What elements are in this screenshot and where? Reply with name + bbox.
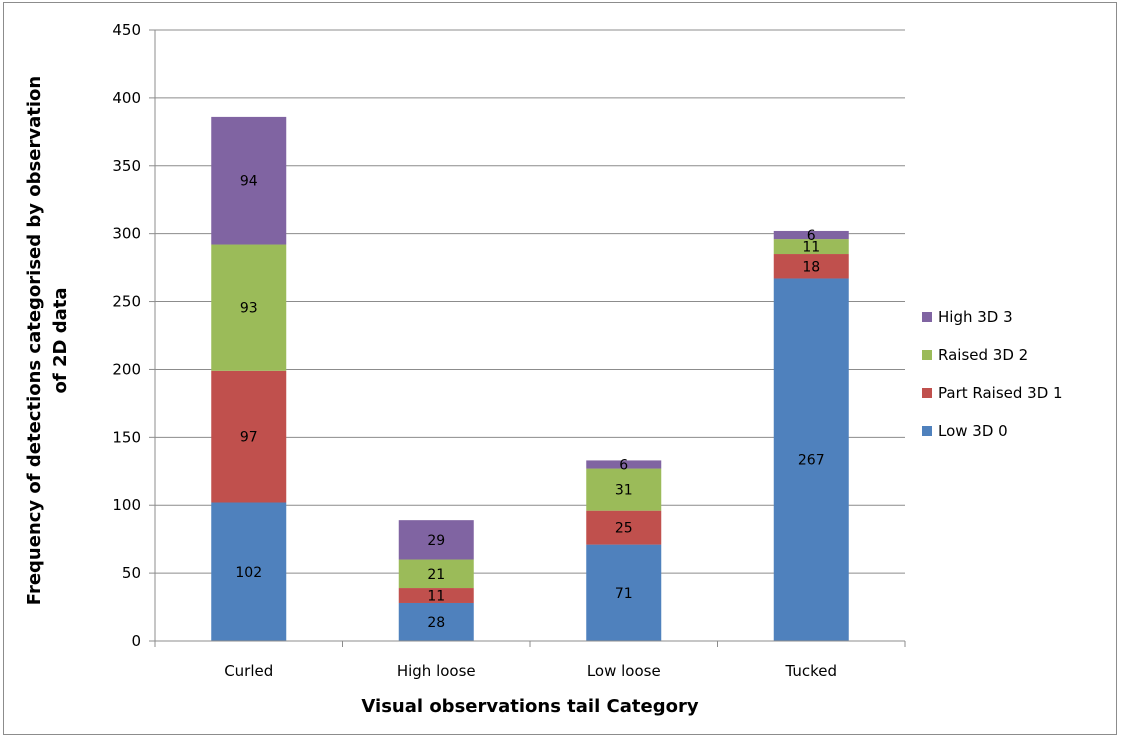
- data-label: 267: [798, 453, 825, 469]
- bar-segment: [586, 460, 662, 469]
- y-axis-title-line: of 2D data: [50, 288, 71, 394]
- bar-segment: [586, 468, 662, 511]
- y-tick-label: 100: [112, 496, 141, 514]
- data-label: 29: [427, 533, 445, 549]
- bar-segment: [211, 244, 287, 371]
- data-label: 6: [807, 228, 816, 244]
- bar-segment: [398, 520, 474, 560]
- legend-label: Low 3D 0: [938, 422, 1008, 440]
- data-label: 25: [615, 521, 633, 537]
- y-axis-title-line: Frequency of detections categorised by o…: [24, 76, 45, 605]
- data-label: 102: [235, 565, 262, 581]
- legend-label: High 3D 3: [938, 308, 1013, 326]
- x-tick-label: Curled: [224, 662, 273, 680]
- bar-segment: [773, 230, 849, 240]
- data-label: 94: [240, 174, 258, 190]
- y-tick-label: 50: [122, 564, 141, 582]
- data-label: 11: [802, 240, 820, 256]
- bar-segment: [211, 502, 287, 641]
- y-axis-ticks: 0 50 100 150 200 250 300 350 400 450: [112, 21, 155, 650]
- data-label: 71: [615, 586, 633, 602]
- y-tick-label: 200: [112, 360, 141, 378]
- bar-segment: [773, 239, 849, 255]
- y-tick-label: 400: [112, 89, 141, 107]
- bar-segment: [211, 116, 287, 245]
- legend-swatch: [922, 312, 932, 322]
- bars: [211, 116, 849, 641]
- data-label: 93: [240, 301, 258, 317]
- bar-segment: [211, 370, 287, 503]
- bar-segment: [586, 544, 662, 641]
- bar-segment: [773, 278, 849, 641]
- bar-segment: [398, 602, 474, 641]
- y-tick-label: 250: [112, 293, 141, 311]
- bar-segment: [398, 559, 474, 589]
- y-tick-label: 0: [131, 632, 141, 650]
- data-label: 28: [427, 615, 445, 631]
- data-label: 31: [615, 483, 633, 499]
- legend-swatch: [922, 388, 932, 398]
- y-tick-label: 300: [112, 225, 141, 243]
- y-tick-label: 450: [112, 21, 141, 39]
- x-axis-ticks: Curled High loose Low loose Tucked: [154, 641, 906, 680]
- data-label: 6: [619, 457, 628, 473]
- data-label: 18: [802, 259, 820, 275]
- data-label: 11: [427, 589, 445, 605]
- data-label: 97: [240, 430, 258, 446]
- x-axis-title: Visual observations tail Category: [361, 696, 698, 717]
- x-tick-label: Low loose: [587, 662, 661, 680]
- legend: High 3D 3 Raised 3D 2 Part Raised 3D 1 Low …: [922, 308, 1063, 440]
- data-label: 21: [427, 567, 445, 583]
- chart-frame: [3, 2, 1117, 735]
- y-tick-label: 350: [112, 157, 141, 175]
- y-tick-label: 150: [112, 428, 141, 446]
- legend-swatch: [922, 426, 932, 436]
- x-tick-label: High loose: [397, 662, 476, 680]
- legend-label: Raised 3D 2: [938, 346, 1028, 364]
- legend-label: Part Raised 3D 1: [938, 384, 1063, 402]
- x-tick-label: Tucked: [784, 662, 837, 680]
- y-axis-title: Frequency of detections categorised by o…: [24, 76, 71, 605]
- bar-segment: [773, 254, 849, 279]
- legend-swatch: [922, 350, 932, 360]
- bar-segment: [586, 510, 662, 545]
- bar-segment: [398, 588, 474, 603]
